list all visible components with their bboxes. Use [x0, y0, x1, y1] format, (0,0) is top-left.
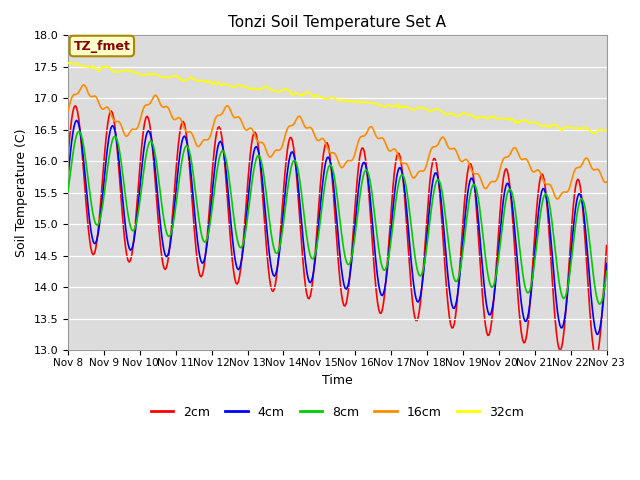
Y-axis label: Soil Temperature (C): Soil Temperature (C) — [15, 129, 28, 257]
Text: TZ_fmet: TZ_fmet — [74, 39, 131, 52]
X-axis label: Time: Time — [322, 373, 353, 386]
Legend: 2cm, 4cm, 8cm, 16cm, 32cm: 2cm, 4cm, 8cm, 16cm, 32cm — [146, 401, 529, 424]
Title: Tonzi Soil Temperature Set A: Tonzi Soil Temperature Set A — [228, 15, 446, 30]
